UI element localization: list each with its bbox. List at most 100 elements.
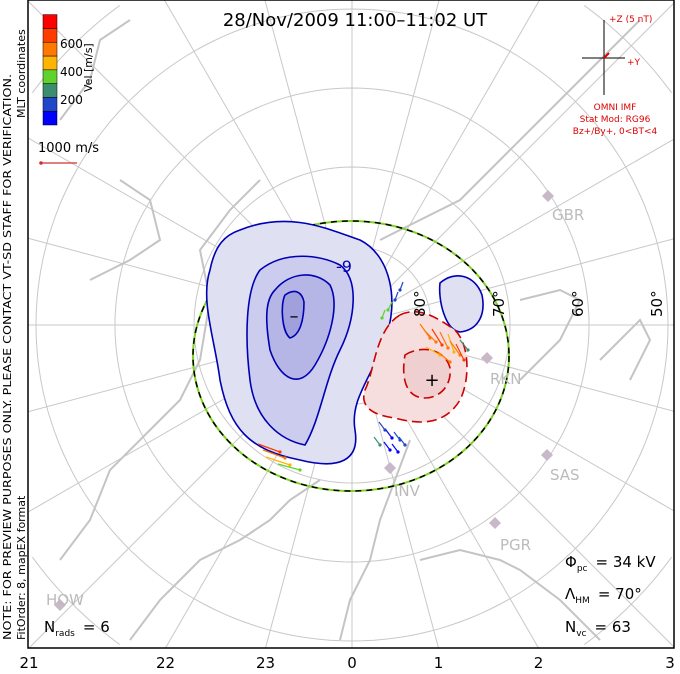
colorbar-swatch	[42, 28, 58, 43]
velocity-vector-origin	[396, 450, 400, 454]
dawn-cell-maximum-symbol: +	[424, 370, 439, 391]
svg-text:Φpc= 34 kV: Φpc = 34 kV	[565, 553, 656, 574]
velocity-vector-origin	[462, 358, 466, 362]
mlt-tick-label: 1	[434, 654, 444, 672]
imf-condition: Bz+/By+, 0<BT<4	[573, 127, 658, 137]
velocity-vectors	[257, 281, 470, 472]
velocity-vector	[398, 436, 406, 446]
mlt-meridian	[351, 238, 674, 326]
station-label: INV	[394, 482, 421, 500]
velocity-vector-origin	[440, 343, 444, 347]
velocity-vector	[265, 456, 291, 466]
imf-source: OMNI IMF	[594, 103, 637, 113]
stats-lambda-hm: ΛHM = 70°	[565, 585, 642, 606]
velocity-vector-origin	[434, 340, 438, 344]
velocity-vector	[385, 429, 393, 439]
velocity-vector-origin	[403, 443, 407, 447]
colorbar-swatch	[42, 69, 58, 84]
mlt-meridian	[351, 138, 674, 326]
velocity-vector-origin	[398, 288, 402, 292]
velocity-vector	[277, 463, 301, 471]
colorbar-tick-600: 600	[60, 37, 83, 51]
velocity-vector-origin	[283, 456, 287, 460]
velocity-vector	[449, 340, 461, 356]
velocity-vector	[423, 329, 437, 343]
velocity-vector-origin	[380, 316, 384, 320]
colorbar-swatch	[42, 14, 58, 29]
station-label: SAS	[550, 466, 580, 484]
velocity-vector-origin	[298, 468, 302, 472]
dawn-convection-cell	[363, 310, 468, 423]
imf-model: Stat Mod: RG96	[580, 115, 651, 125]
stats-phi-pc: Φpc = 34 kV	[565, 553, 656, 574]
svg-text:Nrads= 6: Nrads = 6	[44, 618, 110, 639]
station-label: GBR	[552, 206, 584, 224]
latitude-label: 70°	[490, 290, 508, 317]
velocity-vector	[437, 351, 451, 363]
svg-text:Nvc= 63: Nvc = 63	[565, 618, 631, 639]
velocity-vector-origin	[448, 360, 452, 364]
imf-z-label: +Z (5 nT)	[609, 15, 652, 25]
velocity-vector	[455, 343, 465, 361]
velocity-vector	[439, 331, 449, 349]
fit-order-note: FitOrder: 8, mapEX format	[15, 495, 28, 640]
mlt-tick-label: 3	[665, 654, 675, 672]
dusk-cell-minimum-symbol: –	[290, 306, 299, 327]
velocity-vector-origin	[393, 298, 397, 302]
station-marker	[489, 517, 501, 529]
imf-y-label: +Y	[627, 58, 641, 68]
stats-n-vc: Nvc = 63	[565, 618, 631, 639]
station-label: PGR	[500, 536, 531, 554]
coordinates-label: MLT coordinates	[15, 29, 28, 118]
velocity-vector-origin	[388, 448, 392, 452]
plot-frame	[27, 0, 675, 649]
colorbar-tick-400: 400	[60, 65, 83, 79]
velocity-vector	[459, 339, 469, 351]
velocity-vector-origin	[278, 450, 282, 454]
station-marker	[481, 352, 493, 364]
velocity-vector	[431, 328, 443, 346]
velocity-vector-origin	[446, 346, 450, 350]
velocity-vector	[425, 346, 441, 356]
velocity-vector	[257, 443, 281, 453]
coastlines	[59, 19, 652, 641]
colorbar-tick-200: 200	[60, 93, 83, 107]
velocity-vector-origin	[383, 428, 387, 432]
preview-note: NOTE: FOR PREVIEW PURPOSES ONLY. PLEASE …	[1, 74, 14, 640]
velocity-vector-origin	[452, 350, 456, 354]
velocity-colorbar	[42, 14, 58, 126]
contour-label: -9	[336, 257, 352, 276]
velocity-vector-origin	[466, 348, 470, 352]
colorbar-swatch	[42, 97, 58, 112]
velocity-vector	[391, 443, 399, 453]
dusk-convection-cell	[205, 220, 484, 465]
mlt-axis-labels: 21 22 23 0 1 2 3	[19, 654, 674, 672]
imf-clock-dial: +Z (5 nT) +Y OMNI IMF Stat Mod: RG96 Bz+…	[573, 15, 658, 137]
velocity-vector-origin	[390, 436, 394, 440]
reference-vector-label: 1000 m/s	[38, 141, 99, 156]
latitude-labels: 80° 70° 60° 50°	[411, 290, 666, 317]
station-marker	[542, 190, 554, 202]
colorbar-label: Vel [m/s]	[82, 43, 95, 92]
mlt-tick-label: 21	[19, 654, 38, 672]
radar-stations: GBR RKN SAS INV PGR HOW	[46, 190, 584, 611]
velocity-vector	[373, 436, 381, 446]
colorbar-swatch	[42, 55, 58, 71]
velocity-vector-origin	[288, 463, 292, 467]
latitude-label: 50°	[648, 290, 666, 317]
mlt-tick-label: 0	[347, 654, 357, 672]
svg-text:ΛHM= 70°: ΛHM = 70°	[565, 585, 642, 606]
mlt-tick-label: 2	[534, 654, 544, 672]
stats-n-rads: Nrads = 6	[44, 618, 110, 639]
velocity-vector	[383, 441, 391, 451]
latitude-label: 60°	[569, 290, 587, 317]
station-label: RKN	[490, 370, 521, 388]
colorbar-swatch	[42, 41, 58, 57]
station-marker	[541, 449, 553, 461]
velocity-vector	[262, 449, 286, 459]
mlt-tick-label: 23	[256, 654, 275, 672]
velocity-vector-origin	[386, 308, 390, 312]
station-marker	[54, 599, 66, 611]
colorbar-swatch	[42, 83, 58, 98]
